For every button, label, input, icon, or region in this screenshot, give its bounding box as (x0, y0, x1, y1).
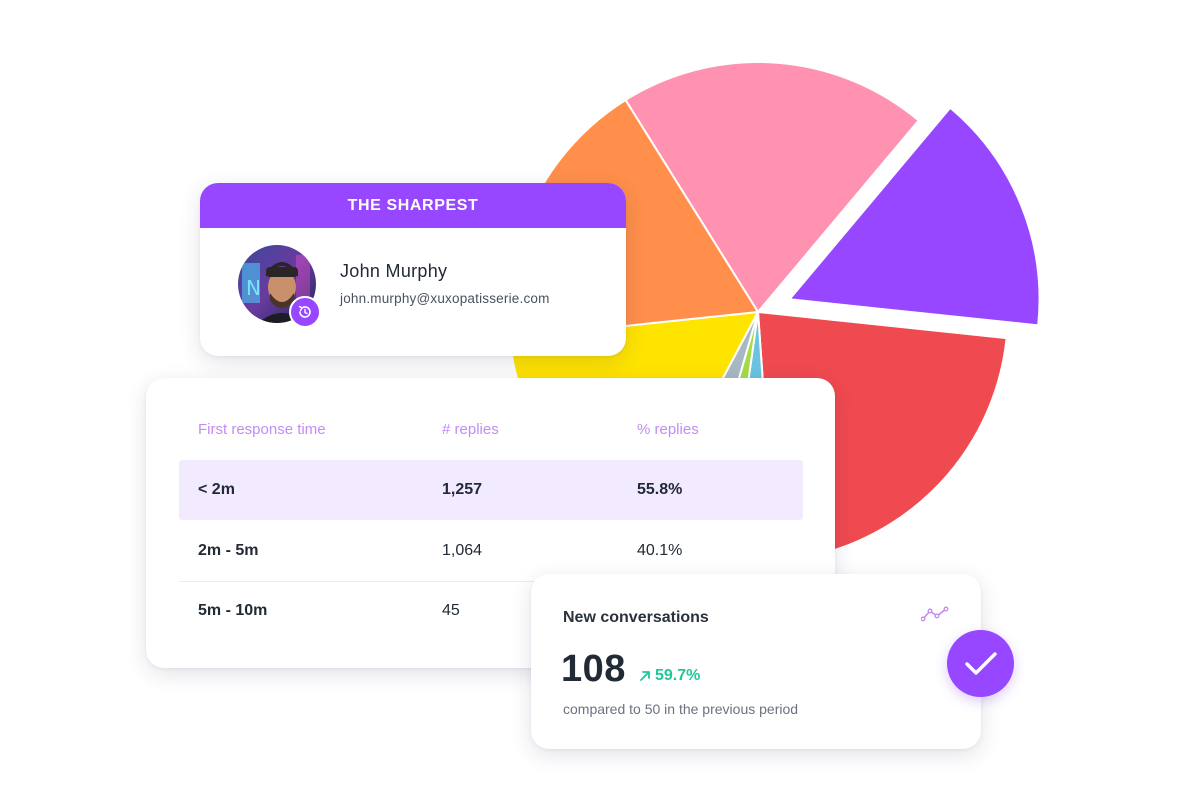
trend-line-icon[interactable] (921, 606, 949, 622)
stats-title: New conversations (563, 609, 709, 626)
check-badge[interactable] (947, 630, 1014, 697)
table-cell: < 2m (198, 481, 235, 498)
column-header-replies: # replies (442, 421, 499, 438)
stats-change-value: 59.7% (655, 667, 701, 684)
table-cell: 45 (442, 602, 460, 619)
stats-subtitle: compared to 50 in the previous period (563, 701, 799, 717)
table-row[interactable]: 5m - 10m 45 (179, 581, 803, 641)
avatar: N (238, 245, 321, 328)
table-cell: 1,257 (442, 481, 483, 498)
pie-slice (624, 61, 920, 313)
profile-card: THE SHARPEST N (200, 183, 626, 356)
table-cell: 2m - 5m (198, 542, 259, 559)
table-row[interactable]: 2m - 5m 1,064 40.1% (179, 521, 803, 582)
clock-history-icon (289, 296, 321, 328)
svg-text:N: N (246, 276, 261, 300)
profile-card-header: THE SHARPEST (200, 183, 626, 228)
table-row[interactable]: < 2m 1,257 55.8% (179, 460, 803, 520)
stats-change: 59.7% (639, 667, 700, 685)
stats-value: 108 (561, 648, 626, 690)
column-header-percent-replies: % replies (637, 421, 699, 438)
table-cell: 40.1% (637, 542, 683, 559)
column-header-response-time: First response time (198, 421, 326, 438)
pie-slice (788, 106, 1041, 327)
new-conversations-card: New conversations 108 59.7% compared to … (531, 574, 981, 749)
profile-email: john.murphy@xuxopatisserie.com (340, 291, 550, 306)
table-cell: 1,064 (442, 542, 483, 559)
check-icon (964, 651, 997, 675)
table-cell: 5m - 10m (198, 602, 268, 619)
profile-name: John Murphy (340, 261, 448, 281)
table-cell: 55.8% (637, 481, 683, 498)
arrow-up-right-icon (640, 671, 650, 681)
